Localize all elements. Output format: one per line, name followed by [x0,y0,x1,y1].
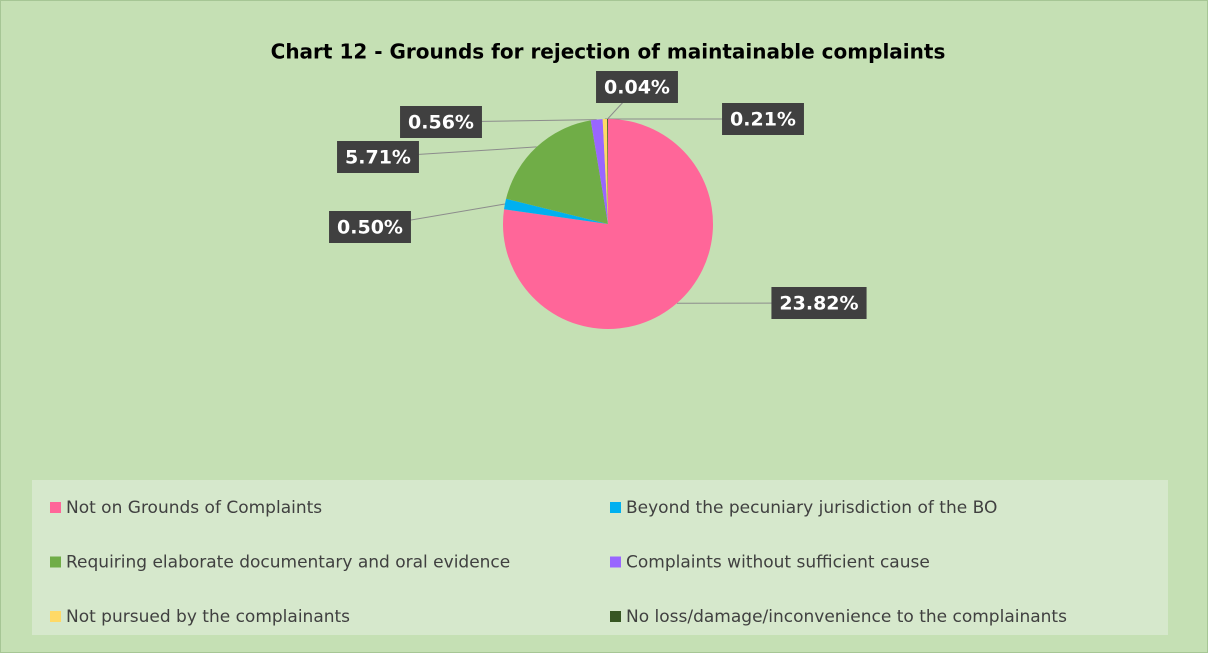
chart-title: Chart 12 - Grounds for rejection of main… [271,40,946,64]
legend-label: Complaints without sufficient cause [626,553,930,573]
legend-swatch [50,502,61,513]
data-label: 0.04% [604,77,670,99]
data-label: 0.56% [408,112,474,134]
legend-label: Requiring elaborate documentary and oral… [66,553,510,573]
legend-label: No loss/damage/inconvenience to the comp… [626,607,1067,627]
legend-label: Beyond the pecuniary jurisdiction of the… [626,498,997,518]
data-label: 0.50% [337,217,403,239]
legend-label: Not pursued by the complainants [66,607,350,627]
legend-swatch [50,611,61,622]
legend-swatch [610,502,621,513]
data-label: 23.82% [779,293,858,315]
data-label: 0.21% [730,109,796,131]
data-label: 5.71% [345,147,411,169]
legend-swatch [610,557,621,568]
legend-swatch [50,557,61,568]
legend-swatch [610,611,621,622]
legend-label: Not on Grounds of Complaints [66,498,322,518]
